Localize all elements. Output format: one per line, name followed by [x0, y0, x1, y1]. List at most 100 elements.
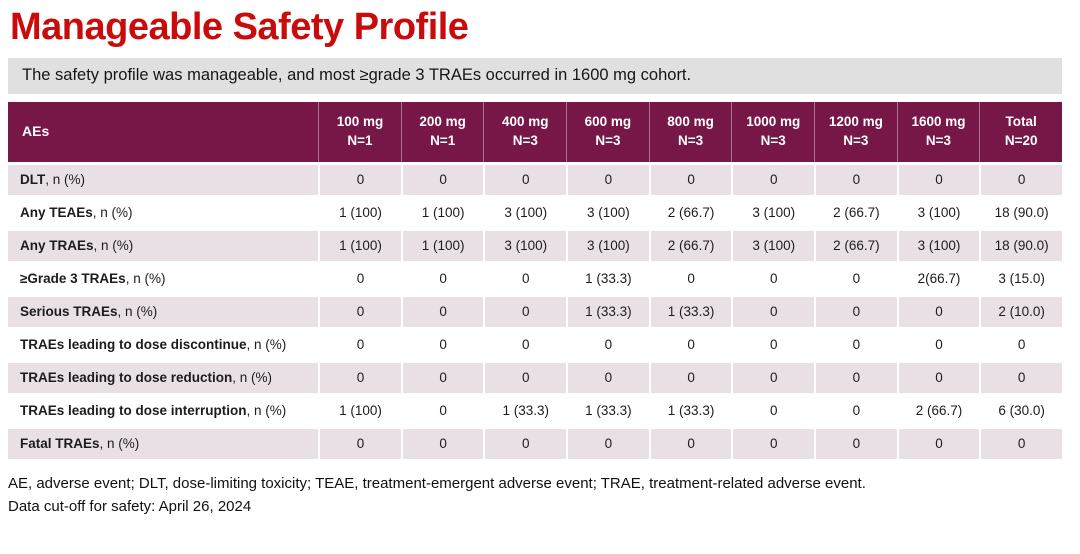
value-cell: 2 (66.7): [814, 194, 897, 228]
header-row: AEs 100 mg N=1 200 mg N=1 400 mg N=3 600…: [8, 101, 1062, 162]
value-cell: 0: [483, 359, 567, 393]
value-cell: 0: [318, 293, 401, 327]
value-cell: 0: [318, 359, 401, 393]
value-cell: 0: [318, 326, 401, 360]
value-cell: 0: [896, 161, 980, 195]
value-cell: 3 (100): [483, 194, 567, 228]
page-title: Manageable Safety Profile: [10, 6, 469, 48]
value-cell: 0: [400, 359, 484, 393]
value-cell: 0: [400, 392, 484, 426]
table-row-any-teaes: Any TEAEs, n (%) 1 (100) 1 (100) 3 (100)…: [8, 194, 1062, 228]
value-cell: 0: [400, 161, 484, 195]
dose-label: 1000 mg: [746, 114, 801, 130]
table-row-grade3-traes: ≥Grade 3 TRAEs, n (%) 0 0 0 1 (33.3) 0 0…: [8, 260, 1062, 294]
value-cell: 0: [400, 260, 484, 294]
table-row-fatal-traes: Fatal TRAEs, n (%) 0 0 0 0 0 0 0 0 0: [8, 425, 1062, 459]
row-label: TRAEs leading to dose interruption, n (%…: [8, 392, 319, 426]
n-label: N=3: [843, 132, 869, 148]
n-label: N=3: [595, 132, 621, 148]
value-cell: 0: [318, 260, 401, 294]
value-cell: 1 (100): [400, 227, 484, 261]
table-header: AEs 100 mg N=1 200 mg N=1 400 mg N=3 600…: [8, 101, 1062, 162]
row-label: Any TRAEs, n (%): [8, 227, 319, 261]
slide: Manageable Safety Profile The safety pro…: [0, 4, 1080, 554]
col-header-aes: AEs: [8, 101, 319, 162]
value-cell: 3 (100): [896, 227, 980, 261]
dose-label: 800 mg: [667, 114, 714, 130]
value-cell: 3 (100): [731, 194, 815, 228]
table-row-dose-discontinue: TRAEs leading to dose discontinue, n (%)…: [8, 326, 1062, 360]
n-label: N=3: [677, 132, 704, 148]
value-cell: 0: [814, 260, 897, 294]
value-cell: 2 (66.7): [648, 194, 732, 228]
table-row-serious-traes: Serious TRAEs, n (%) 0 0 0 1 (33.3) 1 (3…: [8, 293, 1062, 327]
col-header-total: Total N=20: [979, 101, 1062, 162]
value-cell: 18 (90.0): [979, 194, 1062, 228]
dose-label: 600 mg: [584, 114, 632, 130]
value-cell: 0: [400, 293, 484, 327]
value-cell: 0: [400, 425, 484, 459]
col-header-1200mg: 1200 mg N=3: [814, 101, 897, 162]
value-cell: 0: [814, 326, 897, 360]
value-cell: 3 (100): [566, 194, 649, 228]
value-cell: 0: [483, 161, 567, 195]
value-cell: 1 (100): [318, 227, 401, 261]
value-cell: 0: [648, 425, 732, 459]
key-message-banner: The safety profile was manageable, and m…: [8, 57, 1062, 94]
value-cell: 2 (10.0): [979, 293, 1062, 327]
table-body: DLT, n (%) 0 0 0 0 0 0 0 0 0 Any TEAEs, …: [8, 161, 1062, 459]
value-cell: 18 (90.0): [979, 227, 1062, 261]
col-header-1600mg: 1600 mg N=3: [896, 101, 980, 162]
col-header-1000mg: 1000 mg N=3: [731, 101, 815, 162]
data-cutoff-note: Data cut-off for safety: April 26, 2024: [8, 497, 252, 515]
value-cell: 0: [814, 425, 897, 459]
value-cell: 0: [979, 161, 1062, 195]
value-cell: 0: [731, 359, 815, 393]
row-label: TRAEs leading to dose reduction, n (%): [8, 359, 319, 393]
value-cell: 0: [731, 425, 815, 459]
value-cell: 0: [979, 359, 1062, 393]
row-label: Serious TRAEs, n (%): [8, 293, 319, 327]
dose-label: 200 mg: [419, 114, 466, 130]
value-cell: 0: [979, 425, 1062, 459]
col-header-400mg: 400 mg N=3: [483, 101, 567, 162]
value-cell: 0: [731, 260, 815, 294]
value-cell: 0: [731, 161, 815, 195]
value-cell: 0: [814, 359, 897, 393]
value-cell: 2(66.7): [896, 260, 980, 294]
value-cell: 0: [566, 359, 649, 393]
value-cell: 6 (30.0): [979, 392, 1062, 426]
value-cell: 1 (100): [400, 194, 484, 228]
abbreviations-note: AE, adverse event; DLT, dose-limiting to…: [8, 474, 866, 492]
safety-table: AEs 100 mg N=1 200 mg N=1 400 mg N=3 600…: [8, 101, 1062, 459]
value-cell: 3 (100): [731, 227, 815, 261]
value-cell: 0: [648, 260, 732, 294]
value-cell: 2 (66.7): [896, 392, 980, 426]
dose-label: Total: [1005, 114, 1037, 130]
n-label: N=20: [1004, 132, 1038, 148]
value-cell: 3 (100): [896, 194, 980, 228]
value-cell: 0: [566, 425, 649, 459]
value-cell: 0: [318, 161, 401, 195]
row-label: TRAEs leading to dose discontinue, n (%): [8, 326, 319, 360]
value-cell: 1 (100): [318, 392, 401, 426]
value-cell: 0: [979, 326, 1062, 360]
table-row-dlt: DLT, n (%) 0 0 0 0 0 0 0 0 0: [8, 161, 1062, 195]
value-cell: 1 (33.3): [566, 392, 649, 426]
n-label: N=3: [760, 132, 786, 148]
table-row-dose-reduction: TRAEs leading to dose reduction, n (%) 0…: [8, 359, 1062, 393]
value-cell: 0: [896, 425, 980, 459]
value-cell: 1 (33.3): [483, 392, 567, 426]
value-cell: 0: [814, 161, 897, 195]
value-cell: 0: [648, 326, 732, 360]
value-cell: 3 (100): [483, 227, 567, 261]
value-cell: 0: [483, 260, 567, 294]
value-cell: 3 (100): [566, 227, 649, 261]
footnotes: AE, adverse event; DLT, dose-limiting to…: [8, 472, 1080, 518]
row-label: DLT, n (%): [8, 161, 319, 195]
dose-label: 400 mg: [502, 114, 549, 130]
col-header-200mg: 200 mg N=1: [400, 101, 484, 162]
value-cell: 0: [896, 326, 980, 360]
value-cell: 1 (33.3): [648, 293, 732, 327]
value-cell: 0: [648, 161, 732, 195]
